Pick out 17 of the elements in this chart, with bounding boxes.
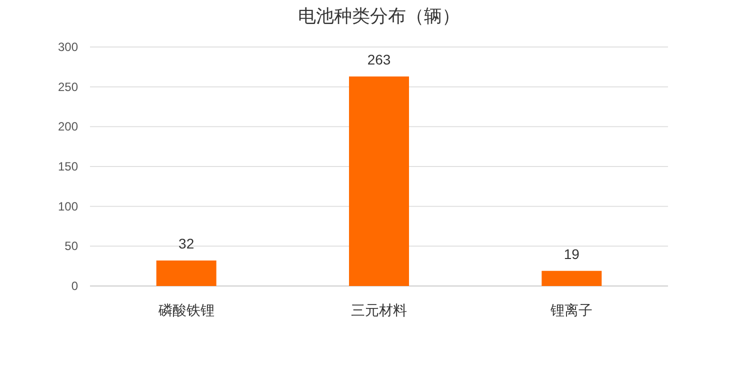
bar bbox=[542, 270, 602, 286]
y-tick-label: 200 bbox=[58, 120, 78, 134]
y-tick-label: 150 bbox=[58, 160, 78, 174]
y-tick-label: 50 bbox=[64, 239, 78, 254]
x-tick-label: 磷酸铁锂 bbox=[157, 302, 214, 318]
y-tick-label: 300 bbox=[58, 40, 78, 54]
data-label: 19 bbox=[564, 246, 580, 262]
y-tick-label: 100 bbox=[58, 199, 78, 214]
x-tick-label: 三元材料 bbox=[351, 302, 407, 318]
data-label: 263 bbox=[367, 51, 391, 68]
chart-title: 电池种类分布（辆） bbox=[298, 6, 460, 26]
y-tick-label: 0 bbox=[71, 279, 78, 293]
bar bbox=[156, 260, 216, 286]
bar bbox=[349, 76, 409, 286]
y-tick-label: 250 bbox=[58, 80, 78, 94]
x-tick-label: 锂离子 bbox=[550, 302, 593, 318]
data-label: 32 bbox=[178, 236, 194, 252]
